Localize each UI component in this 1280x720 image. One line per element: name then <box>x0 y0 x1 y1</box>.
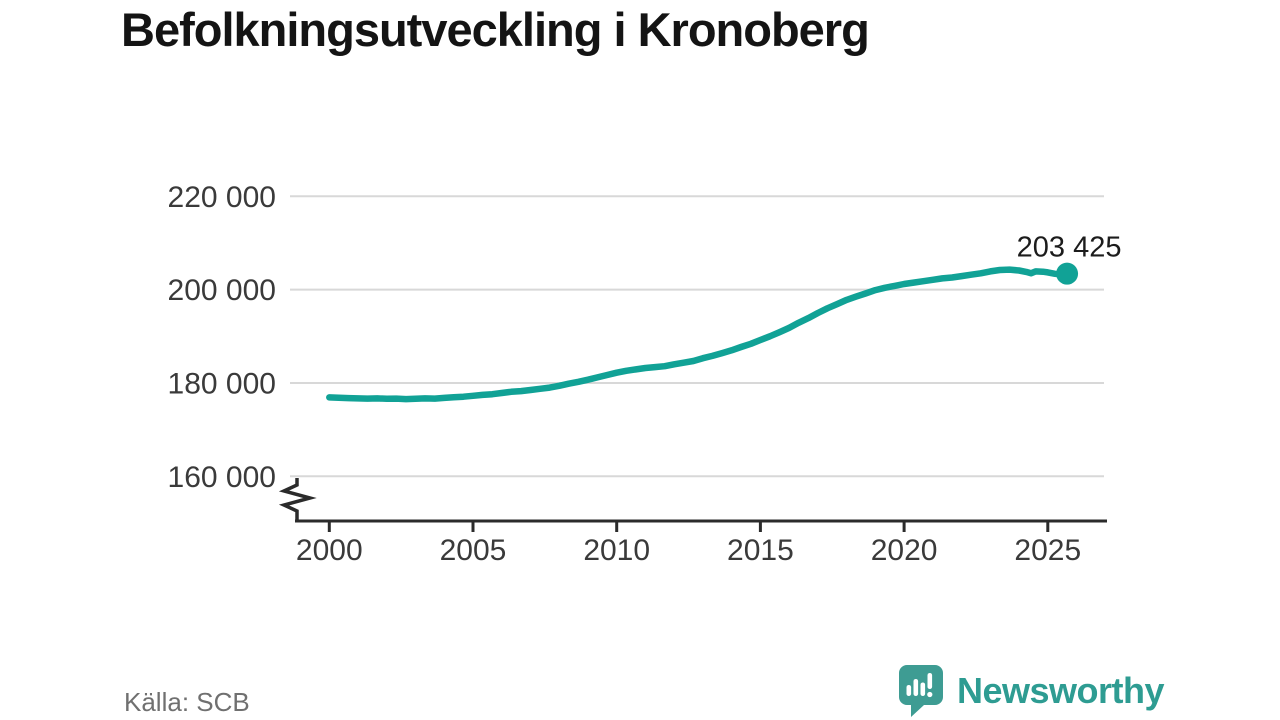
x-axis-label: 2000 <box>296 534 363 567</box>
y-axis-label: 160 000 <box>168 461 276 494</box>
x-axis-label: 2025 <box>1014 534 1081 567</box>
x-axis-label: 2015 <box>727 534 794 567</box>
x-axis-label: 2010 <box>583 534 650 567</box>
latest-value-label: 203 425 <box>1017 232 1122 264</box>
y-axis-label: 200 000 <box>168 274 276 307</box>
x-axis-label: 2005 <box>440 534 507 567</box>
population-line <box>326 266 1071 403</box>
latest-point-marker <box>1056 262 1079 285</box>
newsworthy-logo: Newsworthy <box>898 664 1165 718</box>
bar-chart-glyph <box>906 673 933 698</box>
chart-title: Befolkningsutveckling i Kronoberg <box>121 3 870 56</box>
x-axis-label: 2020 <box>871 534 938 567</box>
newsworthy-icon <box>899 665 943 717</box>
y-axis-break-icon <box>278 478 317 521</box>
exclamation-dot <box>927 691 933 698</box>
newsworthy-wordmark: Newsworthy <box>957 670 1165 711</box>
source-caption: Källa: SCB <box>124 687 250 717</box>
y-axis-label: 180 000 <box>168 367 276 400</box>
population-line-chart: 160 000 180 000 200 000 220 000 2000 2005 2010… <box>168 181 1122 567</box>
y-axis-label: 220 000 <box>168 181 276 214</box>
